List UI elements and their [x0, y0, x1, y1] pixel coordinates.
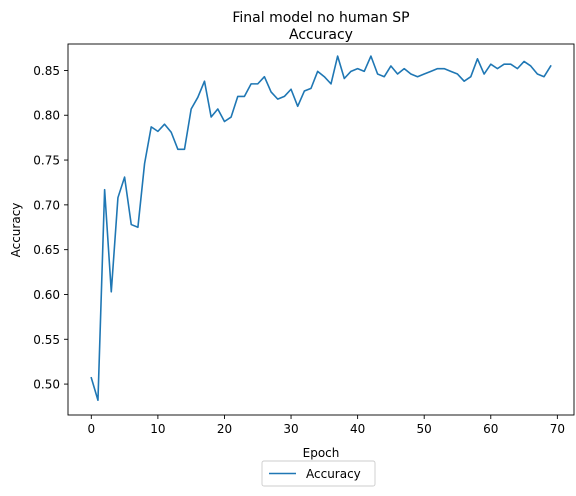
x-tick-label: 0 — [87, 422, 95, 436]
y-tick-label: 0.60 — [33, 288, 60, 302]
x-tick-label: 40 — [350, 422, 365, 436]
y-tick-label: 0.85 — [33, 64, 60, 78]
chart-subtitle: Accuracy — [289, 27, 353, 43]
x-tick-label: 10 — [150, 422, 165, 436]
x-tick-label: 20 — [217, 422, 232, 436]
x-tick-label: 30 — [283, 422, 298, 436]
x-tick-label: 50 — [417, 422, 432, 436]
plot-area — [67, 43, 575, 416]
y-axis: 0.50 0.55 0.60 0.65 0.70 0.75 0.80 0.85 — [33, 64, 68, 392]
x-axis-label: Epoch — [303, 446, 340, 460]
x-tick-label: 60 — [483, 422, 498, 436]
y-tick-label: 0.65 — [33, 243, 60, 257]
series-line-accuracy — [90, 55, 552, 402]
x-axis: 0 10 20 30 40 50 60 70 — [87, 415, 565, 436]
axes-frame — [67, 43, 575, 416]
legend-label-accuracy: Accuracy — [306, 467, 361, 481]
y-tick-label: 0.70 — [33, 198, 60, 212]
y-tick-label: 0.80 — [33, 109, 60, 123]
y-tick-label: 0.75 — [33, 154, 60, 168]
legend: Accuracy — [261, 460, 376, 487]
y-tick-label: 0.50 — [33, 378, 60, 392]
y-axis-label: Accuracy — [9, 203, 23, 258]
y-tick-label: 0.55 — [33, 333, 60, 347]
legend-box — [261, 460, 376, 487]
chart-title: Final model no human SP — [232, 10, 409, 26]
x-tick-label: 70 — [550, 422, 565, 436]
